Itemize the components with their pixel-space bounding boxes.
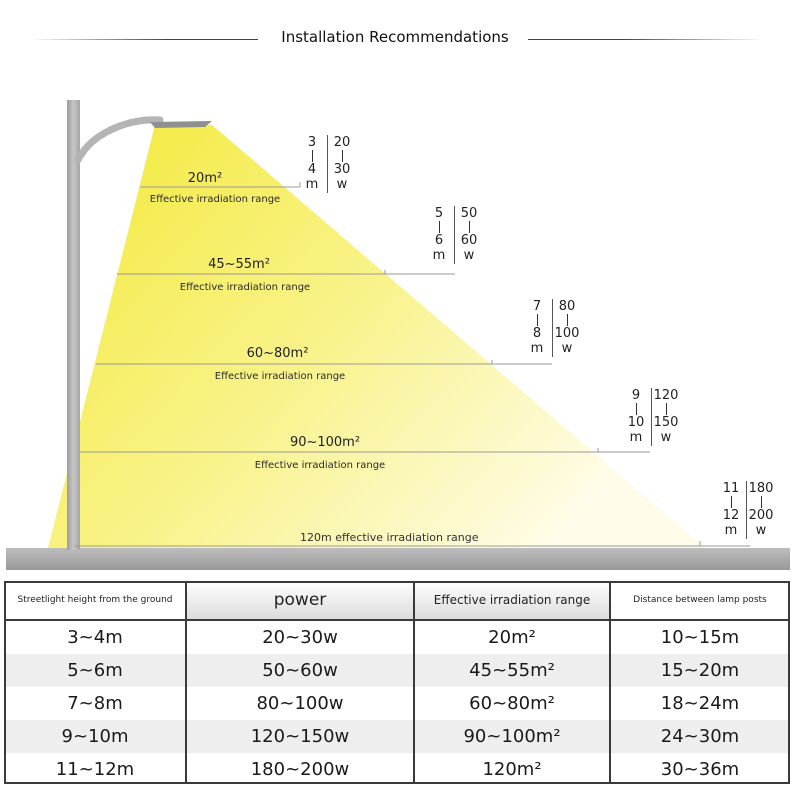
height-bottom: 12 — [722, 508, 740, 523]
table-header-divider — [4, 619, 790, 621]
power-top: 180 — [748, 481, 774, 496]
lamp-pole — [67, 100, 80, 550]
watt-unit: w — [660, 430, 672, 445]
table-cell-height: 3~4m — [67, 627, 123, 648]
height-bottom: 4 — [307, 162, 317, 177]
light-beam — [48, 125, 705, 548]
meter-unit: m — [629, 430, 643, 445]
effective-range-label-tier-3: Effective irradiation range — [214, 371, 346, 382]
power-top: 120 — [653, 388, 679, 403]
height-bottom: 6 — [434, 233, 444, 248]
table-cell-height: 9~10m — [61, 726, 129, 747]
table-column-divider — [609, 581, 611, 784]
table-cell-effective-range: 45~55m² — [469, 660, 555, 681]
meter-unit: m — [724, 523, 738, 538]
table-cell-effective-range: 20m² — [488, 627, 536, 648]
recommendation-table: Streetlight height from the ground power… — [4, 581, 790, 786]
watt-unit: w — [463, 248, 475, 263]
lamp-arm — [74, 116, 164, 164]
meter-unit: m — [305, 177, 319, 192]
area-label-tier-2: 45~55m² — [208, 257, 270, 272]
height-top: 3 — [307, 135, 317, 150]
ground-range-label: 120m effective irradiation range — [300, 531, 479, 544]
power-bottom: 60 — [460, 233, 478, 248]
table-border-top — [4, 581, 790, 583]
table-cell-power: 20~30w — [262, 627, 338, 648]
table-cell-distance: 15~20m — [660, 660, 740, 681]
table-border-left — [4, 581, 6, 784]
power-bottom: 30 — [333, 162, 351, 177]
table-cell-distance: 10~15m — [660, 627, 740, 648]
range-lines — [74, 182, 750, 547]
table-cell-effective-range: 60~80m² — [469, 693, 555, 714]
power-bottom: 200 — [748, 508, 774, 523]
spec-tier-5: 11 12 m 180 200 w — [716, 481, 778, 539]
height-bottom: 10 — [627, 415, 645, 430]
column-header-height: Streetlight height from the ground — [17, 595, 173, 605]
table-cell-distance: 18~24m — [660, 693, 740, 714]
power-top: 20 — [333, 135, 351, 150]
header-rule-right — [528, 39, 764, 40]
table-cell-effective-range: 120m² — [482, 759, 542, 780]
height-top: 7 — [532, 299, 542, 314]
table-cell-distance: 30~36m — [660, 759, 740, 780]
page-title: Installation Recommendations — [281, 28, 509, 46]
table-cell-height: 7~8m — [67, 693, 123, 714]
table-column-divider — [413, 581, 415, 784]
meter-unit: m — [432, 248, 446, 263]
watt-unit: w — [336, 177, 348, 192]
spec-tier-4: 9 10 m 120 150 w — [621, 388, 683, 446]
table-border-bottom — [4, 782, 790, 784]
table-cell-power: 50~60w — [262, 660, 338, 681]
height-bottom: 8 — [532, 326, 542, 341]
header-rule-left — [30, 39, 258, 40]
watt-unit: w — [561, 341, 573, 356]
effective-range-label-tier-4: Effective irradiation range — [254, 460, 386, 471]
power-top: 80 — [558, 299, 576, 314]
streetlight-illustration — [6, 100, 790, 570]
table-cell-height: 5~6m — [67, 660, 123, 681]
table-cell-distance: 24~30m — [660, 726, 740, 747]
lamp-head — [150, 121, 212, 128]
effective-range-label-tier-1: Effective irradiation range — [149, 194, 281, 205]
column-header-power: power — [186, 581, 414, 619]
meter-unit: m — [530, 341, 544, 356]
height-top: 5 — [434, 206, 444, 221]
power-bottom: 100 — [554, 326, 580, 341]
watt-unit: w — [755, 523, 767, 538]
area-label-tier-1: 20m² — [187, 171, 223, 186]
effective-range-label-tier-2: Effective irradiation range — [179, 282, 311, 293]
column-header-distance: Distance between lamp posts — [633, 595, 767, 605]
area-label-tier-3: 60~80m² — [246, 346, 309, 361]
power-top: 50 — [460, 206, 478, 221]
table-column-divider — [185, 581, 187, 784]
ground-slab — [6, 548, 790, 570]
table-border-right — [788, 581, 790, 784]
table-cell-height: 11~12m — [55, 759, 135, 780]
table-cell-effective-range: 90~100m² — [463, 726, 561, 747]
table-cell-power: 180~200w — [250, 759, 350, 780]
table-cell-power: 80~100w — [256, 693, 344, 714]
table-cell-power: 120~150w — [250, 726, 350, 747]
area-label-tier-4: 90~100m² — [289, 435, 361, 450]
power-bottom: 150 — [653, 415, 679, 430]
height-top: 11 — [722, 481, 740, 496]
height-top: 9 — [631, 388, 641, 403]
column-header-effective-range: Effective irradiation range — [414, 581, 610, 619]
